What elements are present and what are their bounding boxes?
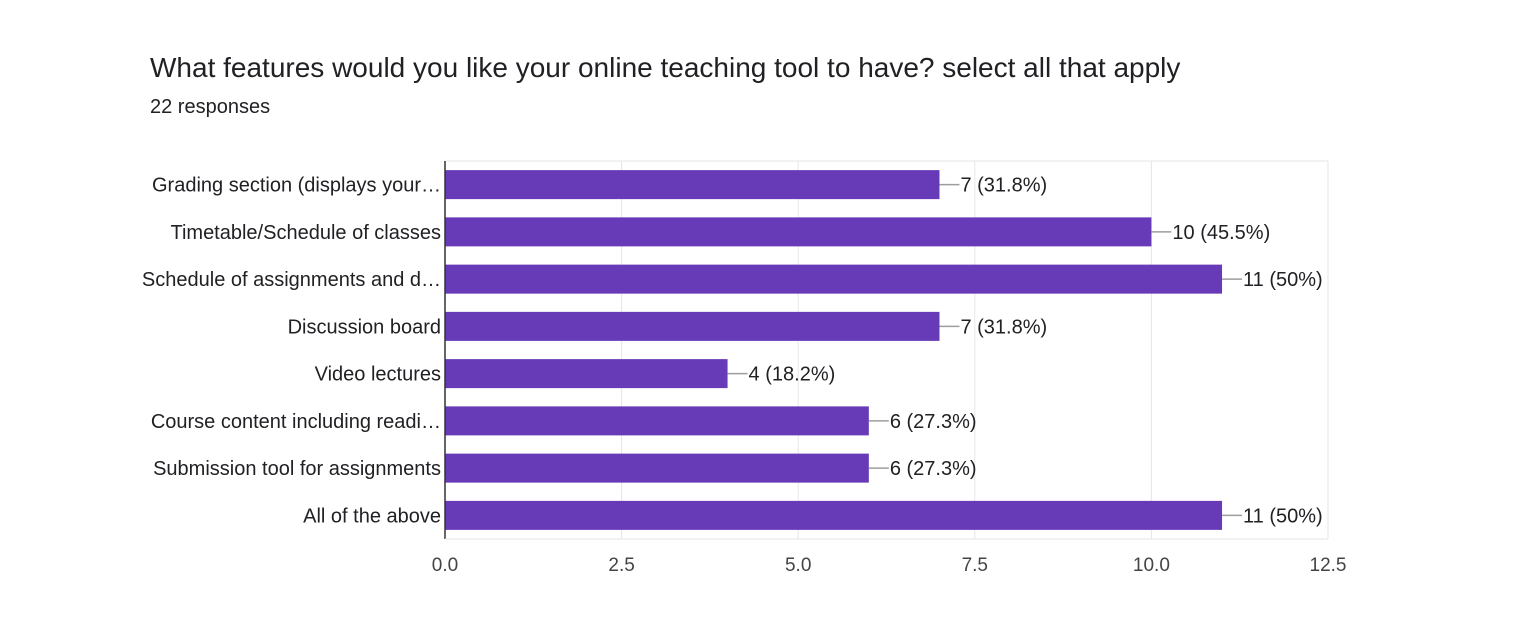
category-label: Timetable/Schedule of classes	[170, 222, 441, 244]
category-label: Course content including readi…	[151, 411, 441, 433]
x-tick-label: 2.5	[608, 555, 634, 576]
x-tick-label: 7.5	[962, 555, 988, 576]
bar	[445, 264, 1223, 294]
data-label: 6 (27.3%)	[890, 458, 977, 480]
category-label: Video lectures	[315, 364, 441, 386]
category-label: Submission tool for assignments	[153, 458, 441, 480]
x-tick-label: 10.0	[1133, 555, 1170, 576]
data-label: 7 (31.8%)	[960, 316, 1047, 338]
bar	[445, 406, 869, 436]
bar	[445, 217, 1152, 247]
chart-title: What features would you like your online…	[150, 52, 1181, 83]
bar	[445, 500, 1223, 530]
data-label: 11 (50%)	[1243, 505, 1323, 527]
data-label: 4 (18.2%)	[749, 364, 836, 386]
x-tick-label: 12.5	[1310, 555, 1347, 576]
category-label: Discussion board	[288, 316, 441, 338]
data-label: 10 (45.5%)	[1172, 222, 1270, 244]
response-count: 22 responses	[150, 96, 271, 118]
category-label: All of the above	[303, 505, 441, 527]
bar	[445, 453, 869, 483]
data-label: 11 (50%)	[1243, 269, 1323, 291]
bar	[445, 170, 940, 200]
bar	[445, 359, 728, 389]
bar	[445, 311, 940, 341]
x-tick-label: 5.0	[785, 555, 811, 576]
category-label: Grading section (displays your…	[152, 175, 441, 197]
data-label: 6 (27.3%)	[890, 411, 977, 433]
category-label: Schedule of assignments and d…	[142, 269, 441, 291]
data-label: 7 (31.8%)	[960, 175, 1047, 197]
x-tick-label: 0.0	[432, 555, 458, 576]
